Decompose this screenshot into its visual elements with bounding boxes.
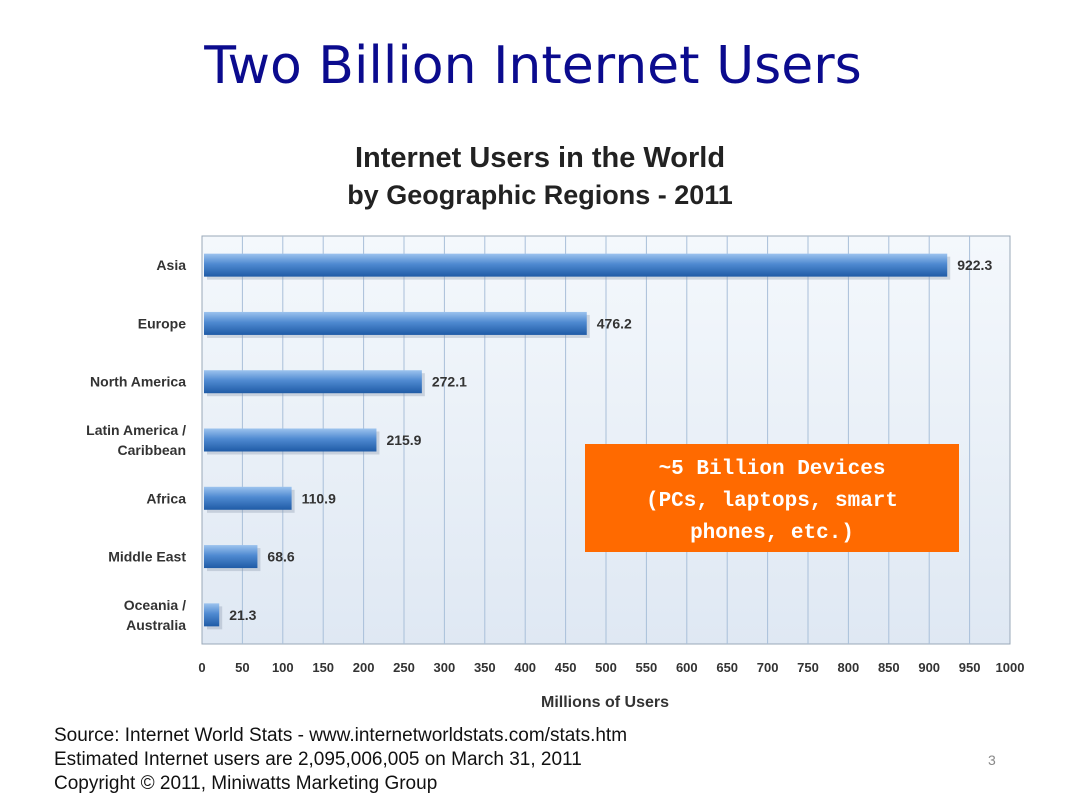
category-label: Caribbean xyxy=(118,442,186,458)
x-tick-label: 900 xyxy=(918,660,940,675)
x-tick-label: 950 xyxy=(959,660,981,675)
bar xyxy=(204,545,258,569)
category-label: Oceania / xyxy=(124,597,186,613)
x-tick-label: 200 xyxy=(353,660,375,675)
devices-callout: ~5 Billion Devices (PCs, laptops, smart … xyxy=(585,444,959,552)
x-tick-label: 850 xyxy=(878,660,900,675)
x-tick-label: 300 xyxy=(434,660,456,675)
category-label: Africa xyxy=(146,490,186,506)
x-tick-label: 750 xyxy=(797,660,819,675)
x-tick-label: 1000 xyxy=(996,660,1025,675)
callout-line-2: (PCs, laptops, smart xyxy=(645,490,899,513)
x-tick-label: 500 xyxy=(595,660,617,675)
x-tick-label: 700 xyxy=(757,660,779,675)
x-tick-label: 150 xyxy=(312,660,334,675)
bar-value-label: 272.1 xyxy=(432,374,467,390)
x-tick-label: 50 xyxy=(235,660,249,675)
bar xyxy=(204,603,220,627)
bar-value-label: 476.2 xyxy=(597,315,632,331)
bar xyxy=(204,311,587,335)
source-line-1: Source: Internet World Stats - www.inter… xyxy=(54,725,628,746)
source-note: Source: Internet World Stats - www.inter… xyxy=(54,724,627,796)
category-label: Asia xyxy=(156,257,186,273)
category-label: Middle East xyxy=(108,549,186,565)
callout-line-1: ~5 Billion Devices xyxy=(658,458,886,481)
x-tick-label: 550 xyxy=(636,660,658,675)
bar-value-label: 215.9 xyxy=(386,432,421,448)
x-tick-label: 650 xyxy=(716,660,738,675)
x-tick-label: 800 xyxy=(838,660,860,675)
chart-subtitle: by Geographic Regions - 2011 xyxy=(347,180,733,210)
page-number: 3 xyxy=(988,752,996,768)
source-line-3: Copyright © 2011, Miniwatts Marketing Gr… xyxy=(54,773,438,794)
x-axis-label: Millions of Users xyxy=(541,694,669,711)
bar xyxy=(204,253,948,277)
source-line-2: Estimated Internet users are 2,095,006,0… xyxy=(54,749,582,770)
bar-value-label: 110.9 xyxy=(302,490,336,506)
callout-line-3: phones, etc.) xyxy=(690,522,854,545)
bar-value-label: 68.6 xyxy=(267,549,294,565)
bar xyxy=(204,428,377,452)
chart-title: Internet Users in the World xyxy=(355,142,725,174)
x-tick-label: 100 xyxy=(272,660,294,675)
x-tick-label: 250 xyxy=(393,660,415,675)
category-label: Australia xyxy=(126,617,186,633)
bar xyxy=(204,370,422,394)
slide-title: Two Billion Internet Users xyxy=(204,36,862,96)
x-tick-label: 0 xyxy=(198,660,205,675)
bar-value-label: 21.3 xyxy=(229,607,256,623)
x-tick-label: 450 xyxy=(555,660,577,675)
category-label: North America xyxy=(90,374,186,390)
category-label: Europe xyxy=(138,315,186,331)
x-tick-label: 350 xyxy=(474,660,496,675)
x-tick-label: 400 xyxy=(514,660,536,675)
x-tick-label: 600 xyxy=(676,660,698,675)
bar-value-label: 922.3 xyxy=(957,257,992,273)
bar xyxy=(204,486,292,510)
category-label: Latin America / xyxy=(86,422,186,438)
